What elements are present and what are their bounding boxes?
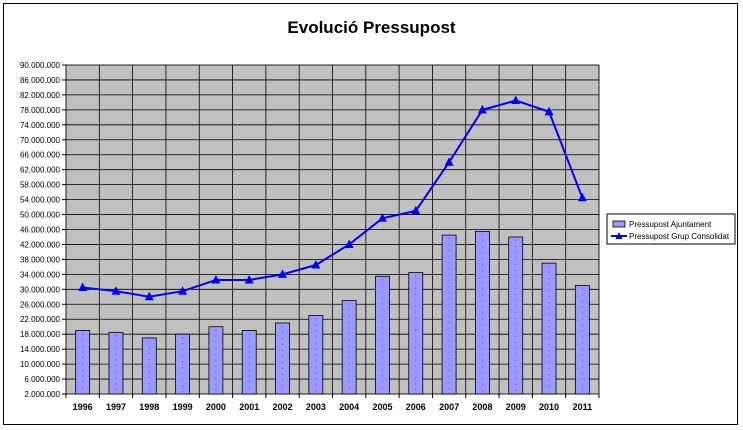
x-tick-label: 2011 <box>573 402 593 412</box>
bar <box>141 337 157 395</box>
x-tick-label: 2010 <box>539 402 559 412</box>
x-tick-label: 2001 <box>239 402 259 412</box>
line-marker <box>444 157 454 166</box>
x-tick-label: 1998 <box>139 402 159 412</box>
y-tick-label: 50.000.000 <box>20 211 61 220</box>
y-tick-label: 22.000.000 <box>20 315 61 324</box>
bar <box>108 331 124 395</box>
line-marker <box>577 192 587 202</box>
line-marker <box>544 106 554 116</box>
y-tick-label: 30.000.000 <box>20 285 61 294</box>
y-tick-label: 86.000.000 <box>20 76 61 85</box>
y-tick-label: 90.000.000 <box>20 61 61 70</box>
bar <box>275 322 290 395</box>
y-tick-label: 74.000.000 <box>20 121 61 130</box>
y-tick-label: 62.000.000 <box>20 166 61 175</box>
x-tick-label: 1999 <box>173 402 193 412</box>
y-tick-label: 46.000.000 <box>20 226 61 235</box>
line-marker <box>344 239 354 248</box>
chart-svg: 2.000.000 6.000.000 10.000.000 14.000.000 18… <box>20 61 736 412</box>
x-tick-label: 2005 <box>372 402 392 412</box>
bar <box>574 285 590 395</box>
line-marker <box>511 95 521 105</box>
legend-line-marker <box>615 232 623 239</box>
chart-frame: Evolució Pressupost 2.000.000 6.000.000 10… <box>3 3 738 425</box>
legend-box <box>606 213 736 245</box>
x-tick-label: 1997 <box>106 402 126 412</box>
line-marker <box>78 282 88 291</box>
line-marker <box>178 286 188 295</box>
y-tick-label: 70.000.000 <box>20 136 61 145</box>
y-tick-label: 54.000.000 <box>20 196 61 205</box>
x-tick-label: 2006 <box>406 402 426 412</box>
y-tick-label: 18.000.000 <box>20 330 61 339</box>
bar <box>541 262 557 395</box>
chart-title: Evolució Pressupost <box>287 18 456 37</box>
line-marker <box>377 213 387 222</box>
bar <box>408 272 424 395</box>
x-tick-label: 2007 <box>439 402 459 412</box>
bar <box>175 333 190 395</box>
y-tick-label: 42.000.000 <box>20 240 61 249</box>
bar <box>375 275 390 395</box>
x-tick-label: 1996 <box>73 402 93 412</box>
y-tick-label: 58.000.000 <box>20 181 61 190</box>
x-tick-label: 2009 <box>506 402 526 412</box>
line-marker <box>144 291 154 301</box>
bar <box>241 330 257 395</box>
line-marker <box>411 205 421 215</box>
bar <box>508 236 524 395</box>
legend-bar-swatch <box>612 220 626 228</box>
line-marker <box>477 104 487 114</box>
y-tick-label: 2.000.000 <box>24 390 60 399</box>
line-marker <box>278 269 288 278</box>
line-marker <box>311 260 321 269</box>
line-series <box>82 99 584 298</box>
legend-label-ajuntament: Pressupost Ajuntament <box>629 220 712 229</box>
bar <box>75 330 91 395</box>
x-tick-label: 2003 <box>306 402 326 412</box>
y-tick-label: 78.000.000 <box>20 106 61 115</box>
x-tick-label: 2002 <box>273 402 293 412</box>
y-tick-label: 10.000.000 <box>20 360 61 369</box>
y-tick-label: 66.000.000 <box>20 151 61 160</box>
x-tick-label: 2004 <box>339 402 359 412</box>
y-tick-label: 6.000.000 <box>24 375 60 384</box>
line-marker <box>211 274 221 284</box>
bar <box>441 234 457 395</box>
y-tick-label: 82.000.000 <box>20 91 61 100</box>
x-tick-label: 2008 <box>472 402 492 412</box>
line-marker <box>111 286 121 295</box>
line-marker <box>244 274 254 284</box>
legend-label-grup-consolidat: Pressupost Grup Consolidat <box>629 232 730 241</box>
x-tick-label: 2000 <box>206 402 226 412</box>
y-tick-label: 34.000.000 <box>20 270 61 279</box>
y-tick-label: 38.000.000 <box>20 255 61 264</box>
bar <box>341 300 357 395</box>
y-tick-label: 26.000.000 <box>20 300 61 309</box>
y-tick-label: 14.000.000 <box>20 345 61 354</box>
